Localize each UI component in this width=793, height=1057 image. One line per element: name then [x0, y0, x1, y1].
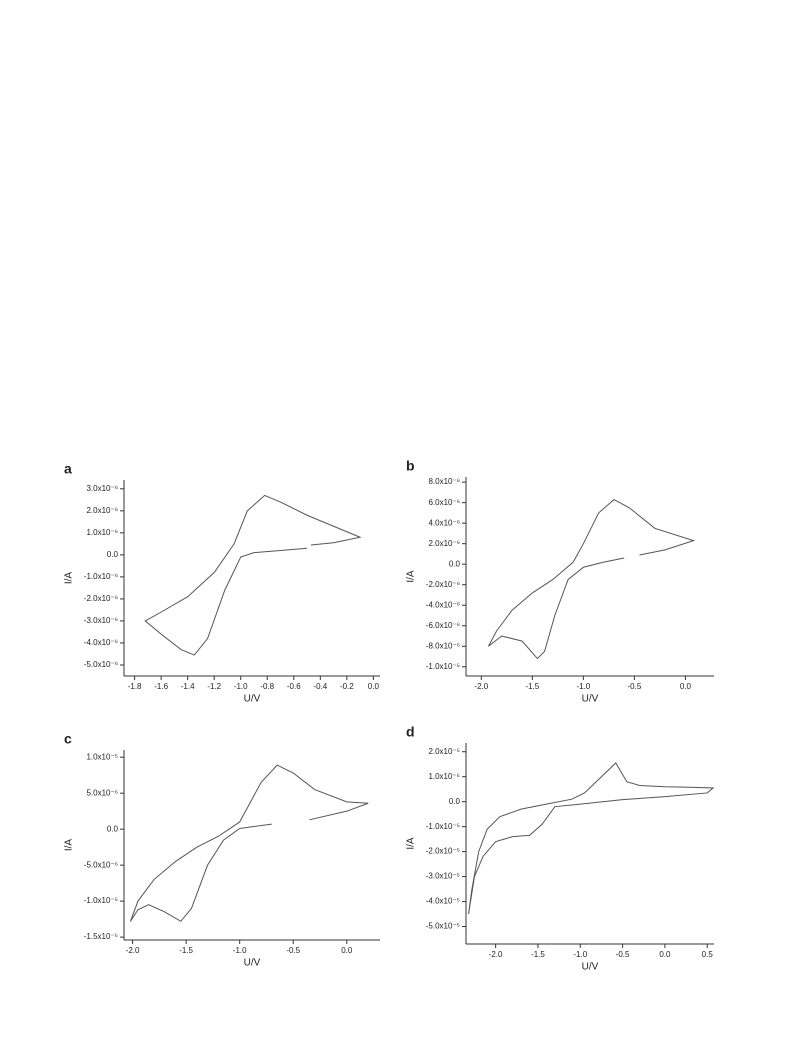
x-tick-label: -2.0: [489, 950, 503, 959]
x-tick-label: -0.5: [627, 682, 641, 691]
panel-label: a: [64, 461, 72, 477]
x-tick-label: 0.0: [659, 950, 671, 959]
x-axis-label: U/V: [244, 958, 261, 969]
y-tick-label: 0.0: [107, 550, 119, 559]
x-tick-label: -0.6: [287, 682, 301, 691]
y-tick-label: -5.0x10⁻⁶: [84, 860, 118, 869]
y-tick-label: -6.0x10⁻⁶: [426, 621, 460, 630]
y-tick-label: 1.0x10⁻⁶: [86, 528, 118, 537]
y-axis-label: I/A: [406, 837, 417, 850]
y-tick-label: 1.0x10⁻⁵: [428, 772, 460, 781]
x-tick-label: -0.2: [340, 682, 354, 691]
x-tick-label: -1.8: [128, 682, 142, 691]
y-tick-label: -3.0x10⁻⁶: [84, 616, 118, 625]
panel-label: b: [406, 458, 415, 474]
y-tick-label: -5.0x10⁻⁶: [84, 660, 118, 669]
x-tick-label: 0.5: [702, 950, 714, 959]
y-tick-label: 2.0x10⁻⁵: [428, 747, 460, 756]
y-tick-label: -1.0x10⁻⁶: [84, 572, 118, 581]
y-tick-label: 5.0x10⁻⁶: [86, 788, 118, 797]
x-tick-label: 0.0: [341, 946, 353, 955]
x-tick-label: -2.0: [474, 682, 488, 691]
y-tick-label: -4.0x10⁻⁶: [426, 600, 460, 609]
cv-curve: [468, 762, 715, 915]
y-tick-label: 2.0x10⁻⁶: [428, 539, 460, 548]
x-tick-label: -0.8: [260, 682, 274, 691]
x-tick-label: -1.5: [531, 950, 545, 959]
y-tick-label: -8.0x10⁻⁶: [426, 641, 460, 650]
y-axis-label: I/A: [406, 570, 417, 583]
x-axis-label: U/V: [244, 694, 261, 705]
y-tick-label: -1.5x10⁻⁵: [84, 932, 118, 941]
panel-label: c: [64, 731, 72, 747]
y-tick-label: 4.0x10⁻⁶: [428, 518, 460, 527]
y-tick-label: 0.0: [449, 559, 461, 568]
x-tick-label: -1.0: [234, 682, 248, 691]
y-tick-label: 1.0x10⁻⁵: [86, 752, 118, 761]
x-tick-label: -1.0: [233, 946, 247, 955]
x-tick-label: 0.0: [680, 682, 692, 691]
x-axis-label: U/V: [582, 694, 599, 705]
y-tick-label: 2.0x10⁻⁶: [86, 506, 118, 515]
x-axis-label: U/V: [582, 962, 599, 973]
cv-curve: [129, 764, 369, 922]
y-axis-label: I/A: [64, 839, 75, 852]
x-tick-label: 0.0: [368, 682, 380, 691]
x-tick-label: -1.4: [181, 682, 195, 691]
x-tick-label: -1.2: [207, 682, 221, 691]
x-tick-label: -1.5: [179, 946, 193, 955]
x-tick-label: -1.5: [525, 682, 539, 691]
y-tick-label: -1.0x10⁻⁵: [426, 822, 460, 831]
y-tick-label: 0.0: [449, 797, 461, 806]
y-tick-label: 6.0x10⁻⁶: [428, 498, 460, 507]
x-tick-label: -1.0: [576, 682, 590, 691]
y-tick-label: -2.0x10⁻⁵: [426, 847, 460, 856]
y-tick-label: -2.0x10⁻⁶: [426, 580, 460, 589]
x-tick-label: -1.6: [154, 682, 168, 691]
y-tick-label: 3.0x10⁻⁶: [86, 484, 118, 493]
y-axis-label: I/A: [64, 572, 75, 585]
y-tick-label: -4.0x10⁻⁵: [426, 897, 460, 906]
cv-curve: [488, 498, 696, 660]
x-tick-label: -1.0: [573, 950, 587, 959]
y-tick-label: -1.0x10⁻⁵: [426, 662, 460, 671]
cv-curve: [144, 494, 362, 656]
x-tick-label: -0.5: [616, 950, 630, 959]
y-tick-label: -5.0x10⁻⁵: [426, 922, 460, 931]
x-tick-label: -0.4: [313, 682, 327, 691]
x-tick-label: -2.0: [126, 946, 140, 955]
y-tick-label: 0.0: [107, 824, 119, 833]
y-tick-label: -2.0x10⁻⁶: [84, 594, 118, 603]
y-tick-label: -3.0x10⁻⁵: [426, 872, 460, 881]
y-tick-label: 8.0x10⁻⁶: [428, 477, 460, 486]
y-tick-label: -1.0x10⁻⁵: [84, 896, 118, 905]
panel-label: d: [406, 724, 415, 740]
x-tick-label: -0.5: [286, 946, 300, 955]
y-tick-label: -4.0x10⁻⁶: [84, 638, 118, 647]
